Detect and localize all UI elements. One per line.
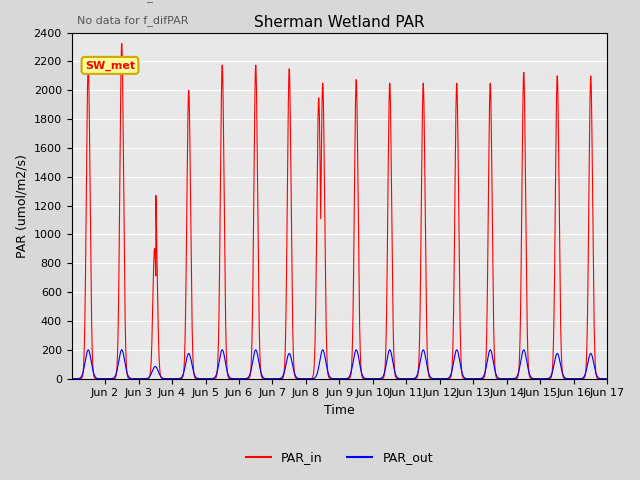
X-axis label: Time: Time [324, 404, 355, 417]
Text: No data for f_totPAR: No data for f_totPAR [77, 0, 189, 2]
PAR_out [84, 347, 92, 353]
PAR_in [360, 376, 367, 382]
PAR_out [486, 347, 494, 353]
Y-axis label: PAR (umol/m2/s): PAR (umol/m2/s) [15, 154, 28, 258]
PAR_in [118, 41, 125, 47]
Text: SW_met: SW_met [85, 60, 135, 71]
Legend: PAR_in, PAR_out: PAR_in, PAR_out [241, 446, 438, 469]
Line: PAR_in: PAR_in [72, 44, 607, 379]
PAR_in [527, 375, 534, 381]
Title: Sherman Wetland PAR: Sherman Wetland PAR [254, 15, 425, 30]
Text: No data for f_difPAR: No data for f_difPAR [77, 15, 188, 26]
PAR_out [513, 374, 520, 380]
PAR_in [486, 82, 494, 87]
Line: PAR_out: PAR_out [72, 350, 607, 379]
PAR_in [68, 376, 76, 382]
PAR_out [360, 374, 367, 380]
PAR_out [527, 373, 534, 379]
PAR_in [179, 374, 187, 380]
PAR_in [513, 376, 520, 382]
PAR_in [388, 238, 396, 244]
PAR_out [179, 372, 187, 378]
PAR_out [604, 376, 611, 382]
PAR_in [604, 376, 611, 382]
PAR_out [388, 354, 396, 360]
PAR_out [68, 376, 76, 382]
